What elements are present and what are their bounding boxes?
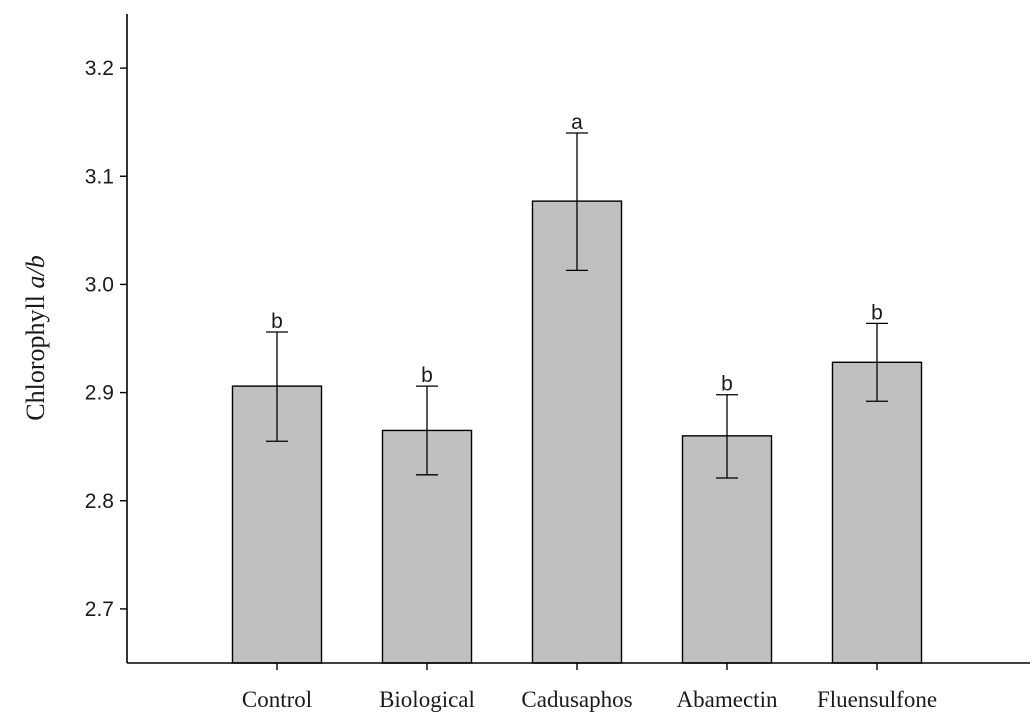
significance-label-1: b: [421, 364, 433, 387]
x-tick-label-1: Biological: [379, 687, 475, 712]
y-tick-label-5: 3.2: [85, 57, 114, 80]
x-tick-label-2: Cadusaphos: [521, 687, 632, 712]
y-axis-title: Chlorophyll a/b: [21, 255, 50, 420]
y-ticks: 2.7 2.8 2.9 3.0 3.1 3.2: [85, 57, 127, 621]
y-tick-label-0: 2.7: [85, 598, 114, 621]
y-tick-label-1: 2.8: [85, 490, 114, 513]
bar-cadusaphos: [531, 200, 623, 664]
x-tick-label-3: Abamectin: [677, 687, 778, 712]
x-tick-label-4: Fluensulfone: [817, 687, 937, 712]
y-tick-label-3: 3.0: [85, 273, 114, 296]
significance-label-0: b: [271, 310, 283, 333]
y-tick-label-4: 3.1: [85, 165, 114, 188]
x-tick-label-0: Control: [242, 687, 312, 712]
bar-fluensulfone: [831, 361, 923, 664]
bars-layer: b b a b b: [231, 111, 923, 664]
x-tick-labels: Control Biological Cadusaphos Abamectin Flue…: [242, 663, 937, 712]
significance-label-3: b: [721, 373, 733, 396]
significance-label-2: a: [571, 111, 583, 134]
y-tick-label-2: 2.9: [85, 382, 114, 405]
significance-label-4: b: [871, 301, 883, 324]
